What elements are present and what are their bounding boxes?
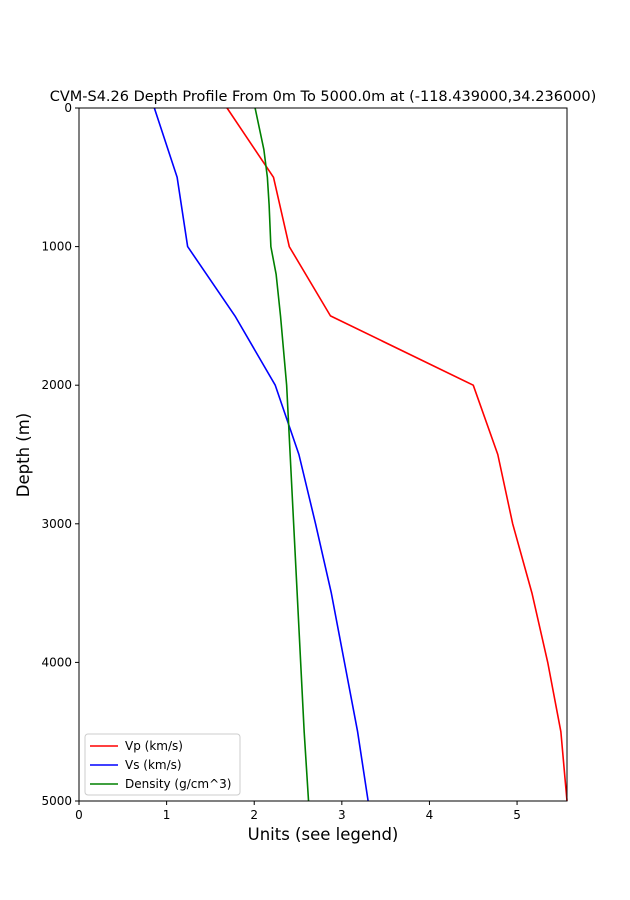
y-axis-label: Depth (m) [14, 413, 33, 497]
y-tick-label: 5000 [41, 794, 72, 808]
series-layer [153, 107, 568, 802]
y-tick-label: 4000 [41, 655, 72, 669]
series-line-2 [254, 107, 310, 802]
y-tick-label: 1000 [41, 240, 72, 254]
x-tick-label: 1 [163, 808, 171, 822]
x-axis: 0 1 2 3 4 5 [75, 801, 521, 822]
y-tick-label: 2000 [41, 378, 72, 392]
chart-title: CVM-S4.26 Depth Profile From 0m To 5000.… [50, 89, 597, 105]
plot-frame [78, 107, 568, 802]
x-tick-label: 5 [513, 808, 521, 822]
legend-label-1: Vs (km/s) [125, 758, 182, 772]
series-line-1 [153, 107, 369, 802]
legend: Vp (km/s) Vs (km/s) Density (g/cm^3) [84, 733, 241, 796]
y-axis: 0 1000 2000 3000 4000 5000 [41, 101, 79, 808]
legend-box [84, 733, 241, 796]
x-tick-label: 2 [250, 808, 258, 822]
y-tick-label: 3000 [41, 517, 72, 531]
y-tick-label: 0 [64, 101, 72, 115]
x-tick-label: 0 [75, 808, 83, 822]
legend-label-0: Vp (km/s) [125, 739, 183, 753]
x-tick-label: 4 [426, 808, 434, 822]
legend-label-2: Density (g/cm^3) [125, 777, 231, 791]
series-line-0 [226, 107, 568, 802]
x-tick-label: 3 [338, 808, 346, 822]
x-axis-label: Units (see legend) [248, 825, 399, 844]
